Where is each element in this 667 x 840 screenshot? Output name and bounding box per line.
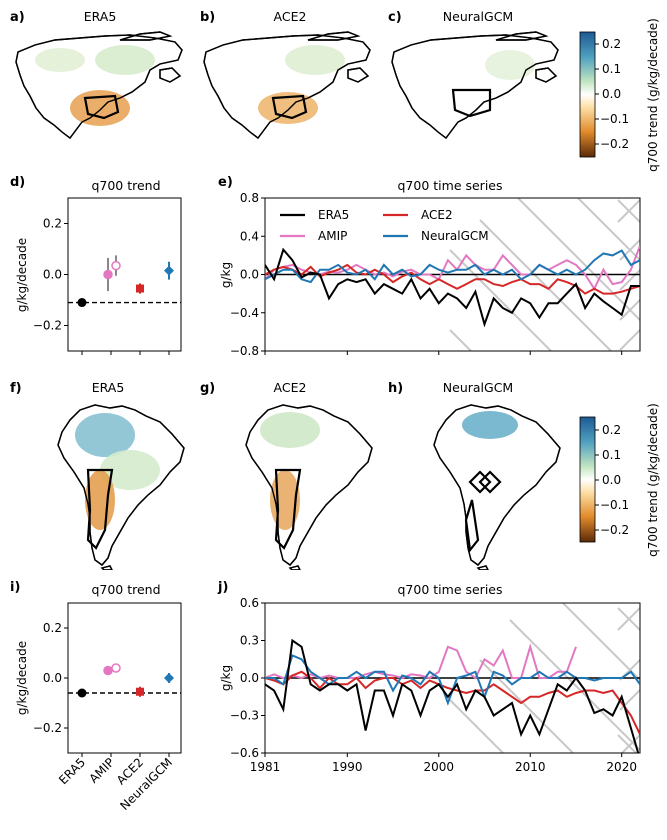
series-line-neuralgcm (265, 654, 640, 706)
panel-j: j) q700 time series g/kg 0.6 0.3 0.0 −0.3 −0… (217, 580, 641, 774)
series-line-era5 (265, 247, 640, 328)
cb-tick: −0.1 (600, 498, 629, 512)
point-neuralgcm (164, 265, 174, 276)
ylabel-j: g/kg (219, 665, 233, 691)
map-era5-south-america (57, 404, 185, 570)
cb-tick: 0.2 (602, 37, 621, 51)
colorbar-label-bottom: q700 trend (g/kg/decade) (646, 403, 660, 557)
x-tick-label: 1981 (250, 760, 281, 774)
x-tick-label: 1990 (332, 760, 363, 774)
panel-label-g: g) (200, 381, 215, 396)
hatch-j (449, 603, 640, 753)
y-tick-label: 0.0 (240, 268, 259, 282)
chart-title-d: q700 trend (91, 178, 160, 193)
point-era5 (77, 688, 87, 698)
map-title-neuralgcm-sa: NeuralGCM (443, 380, 513, 395)
y-tick-label: 0.8 (240, 191, 259, 205)
point-ace2 (136, 687, 144, 696)
point-ace2 (136, 284, 144, 293)
cb-tick: 0.1 (602, 448, 621, 462)
series-line-era5 (265, 638, 640, 753)
y-tick-label: −0.4 (230, 306, 259, 320)
chart-title-e: q700 time series (398, 178, 503, 193)
y-tick-label: 0.0 (240, 671, 259, 685)
panel-label-e: e) (218, 175, 233, 190)
legend-e: ERA5 AMIP ACE2 NeuralGCM (280, 208, 489, 243)
panel-label-f: f) (10, 381, 22, 396)
point-amip (103, 665, 113, 676)
chart-title-i: q700 trend (91, 582, 160, 597)
axes-d (67, 197, 182, 352)
y-tick-label: −0.3 (230, 709, 259, 723)
category-label: ERA5 (56, 755, 88, 787)
cb-tick: 0.0 (602, 87, 621, 101)
map-row-north-america: a) b) c) ERA5 ACE2 NeuralGCM (10, 9, 660, 172)
point-amip (103, 269, 113, 280)
panel-e: e) q700 time series g/kg 0.8 0.4 0.0 −0.4 −0… (218, 175, 641, 358)
ylabel-i: g/kg/decade (15, 641, 29, 715)
panel-label-d: d) (10, 175, 25, 190)
map-era5-north-america (15, 31, 183, 139)
chart-title-j: q700 time series (398, 582, 503, 597)
cb-tick: 0.0 (602, 473, 621, 487)
map-row-south-america: f) g) h) ERA5 ACE2 NeuralGCM (10, 380, 660, 570)
y-tick-label: 0.0 (43, 671, 62, 685)
y-tick-label: −0.8 (230, 344, 259, 358)
panel-label-i: i) (10, 580, 20, 595)
category-label: AMIP (86, 755, 117, 786)
map-ace2-north-america (203, 31, 371, 139)
y-tick-label: 0.3 (240, 634, 259, 648)
ylabel-d: g/kg/decade (15, 238, 29, 312)
point-neuralgcm (164, 673, 174, 683)
series-line-amip (265, 245, 640, 291)
legend-era5: ERA5 (318, 208, 349, 222)
map-title-era5-sa: ERA5 (92, 380, 125, 395)
y-tick-label: 0.0 (43, 268, 62, 282)
map-title-neuralgcm: NeuralGCM (443, 9, 513, 24)
colorbar-label: q700 trend (g/kg/decade) (646, 18, 660, 172)
series-line-neuralgcm (265, 249, 640, 284)
cb-tick: 0.2 (602, 423, 621, 437)
map-title-ace2-sa: ACE2 (274, 380, 307, 395)
map-neuralgcm-north-america (391, 31, 559, 139)
map-ace2-south-america (245, 404, 373, 570)
y-tick-label: 0.2 (43, 621, 62, 635)
legend-ace2: ACE2 (421, 208, 453, 222)
y-tick-label: −0.2 (33, 721, 62, 735)
panel-label-j: j) (217, 580, 228, 595)
cb-tick: 0.1 (602, 62, 621, 76)
y-tick-label: −0.2 (33, 319, 62, 333)
y-tick-label: 0.2 (43, 217, 62, 231)
panel-d: d) q700 trend g/kg/decade 0.2 0.0 −0.2 (10, 175, 182, 355)
panel-label-c: c) (388, 10, 402, 25)
point-era5 (77, 298, 87, 308)
legend-amip: AMIP (318, 229, 347, 243)
map-title-era5: ERA5 (84, 9, 117, 24)
cb-tick: −0.2 (600, 523, 629, 537)
x-tick-label: 2010 (515, 760, 546, 774)
panel-label-a: a) (10, 10, 25, 25)
point-amip (111, 260, 121, 271)
cb-tick: −0.2 (600, 137, 629, 151)
ylabel-e: g/kg (219, 262, 233, 288)
axes-i (67, 602, 182, 754)
cb-tick: −0.1 (600, 112, 629, 126)
panel-i: i) q700 trend g/kg/decade 0.2 0.0 −0.2 (10, 580, 182, 757)
panel-label-b: b) (200, 10, 215, 25)
y-tick-label: −0.6 (230, 746, 259, 760)
panel-label-h: h) (388, 381, 403, 396)
map-neuralgcm-south-america (433, 404, 561, 570)
colorbar-top: 0.2 0.1 0.0 −0.1 −0.2 q700 trend (g/kg/d… (579, 18, 660, 172)
y-tick-label: 0.4 (240, 229, 259, 243)
map-title-ace2: ACE2 (274, 9, 307, 24)
y-tick-label: 0.6 (240, 596, 259, 610)
colorbar-bottom: 0.2 0.1 0.0 −0.1 −0.2 q700 trend (g/kg/d… (579, 403, 660, 557)
legend-neuralgcm: NeuralGCM (421, 229, 489, 243)
point-amip (111, 663, 121, 673)
x-tick-label: 2020 (606, 760, 637, 774)
x-tick-label: 2000 (424, 760, 455, 774)
